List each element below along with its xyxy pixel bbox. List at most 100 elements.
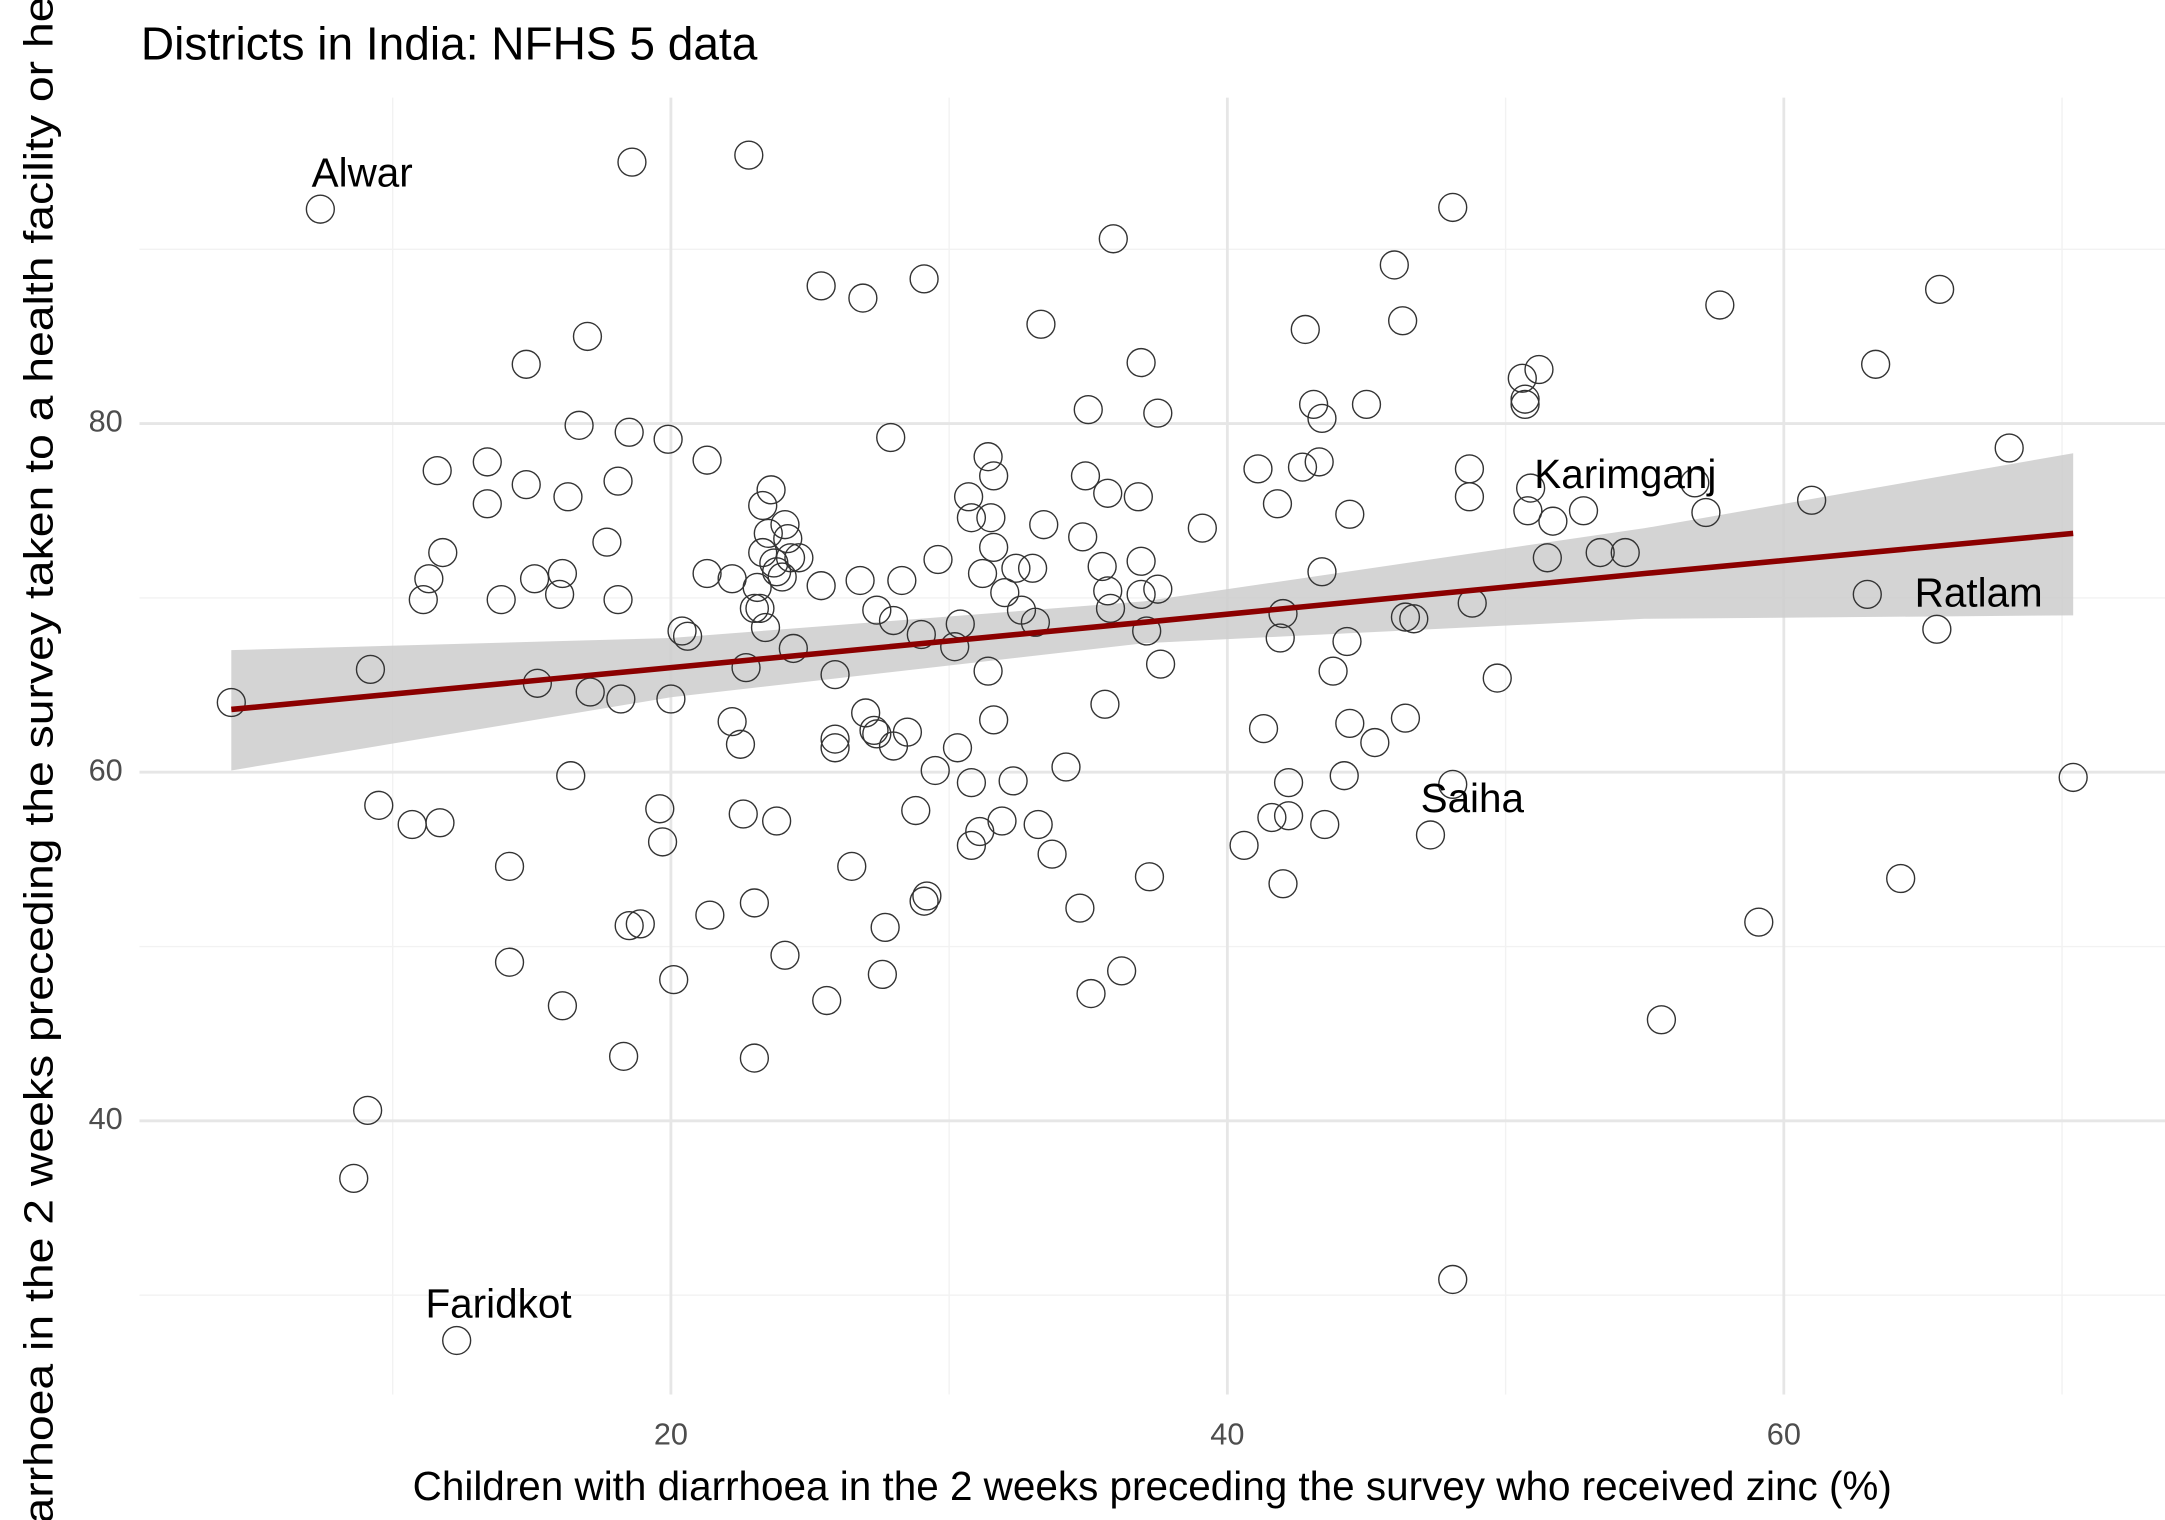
point	[1797, 485, 1827, 515]
point	[1145, 649, 1176, 679]
point	[1065, 893, 1095, 923]
point	[472, 447, 502, 477]
point	[519, 564, 550, 594]
point	[422, 456, 452, 486]
point	[998, 766, 1028, 796]
point	[1029, 510, 1059, 540]
point	[1098, 224, 1128, 254]
y-axis-title: arrhoea in the 2 weeks preceding the sur…	[16, 0, 62, 1520]
point	[1026, 309, 1056, 339]
point	[1087, 551, 1117, 582]
point	[739, 888, 770, 918]
point	[987, 806, 1017, 836]
x-axis-title: Children with diarrhoea in the 2 weeks p…	[413, 1463, 1892, 1509]
point	[614, 417, 644, 447]
point	[1691, 497, 1721, 528]
point	[942, 733, 973, 763]
x-tick-label: 40	[1210, 1416, 1244, 1451]
point	[976, 503, 1006, 533]
point	[645, 794, 675, 824]
point	[837, 851, 867, 881]
point	[494, 947, 525, 977]
point	[956, 830, 987, 861]
point	[339, 1163, 369, 1193]
point	[667, 616, 697, 646]
point	[1243, 454, 1273, 484]
point	[1126, 347, 1156, 378]
point	[753, 518, 783, 549]
point	[748, 537, 778, 568]
point	[1510, 389, 1540, 420]
point	[1273, 768, 1304, 798]
point	[305, 194, 335, 224]
point	[564, 410, 594, 440]
point	[990, 578, 1020, 608]
point	[1290, 314, 1320, 345]
point	[862, 719, 892, 749]
point	[547, 558, 578, 589]
point	[770, 940, 800, 970]
x-tick-label: 60	[1767, 1416, 1801, 1451]
point	[656, 684, 686, 714]
point-label: Saiha	[1421, 775, 1525, 821]
point	[672, 621, 703, 651]
point	[1360, 727, 1390, 758]
point	[1273, 801, 1304, 831]
point	[511, 349, 541, 379]
point	[1415, 820, 1446, 850]
point	[1229, 830, 1259, 861]
point	[608, 1041, 639, 1071]
points	[216, 140, 2088, 1356]
point	[876, 422, 906, 453]
point	[728, 799, 758, 829]
point	[408, 584, 438, 615]
point	[553, 482, 583, 512]
point	[486, 584, 516, 615]
point	[425, 808, 455, 838]
point	[603, 584, 633, 615]
point	[355, 654, 386, 684]
point	[1287, 452, 1318, 482]
point	[1248, 713, 1279, 744]
point	[1262, 489, 1293, 519]
point	[1532, 543, 1562, 573]
point	[695, 900, 725, 930]
point	[1510, 384, 1540, 414]
point	[784, 543, 814, 573]
point	[592, 527, 622, 557]
point	[734, 140, 764, 170]
point	[979, 705, 1009, 735]
point	[544, 579, 575, 610]
point	[1318, 656, 1348, 686]
point	[967, 558, 998, 589]
point	[472, 489, 502, 519]
point	[912, 881, 942, 911]
point	[1646, 1005, 1677, 1035]
point	[1513, 496, 1543, 526]
point-label: Alwar	[312, 149, 413, 195]
point	[572, 321, 603, 352]
point	[973, 442, 1003, 472]
point	[1994, 433, 2024, 463]
point	[1020, 607, 1051, 637]
point	[870, 912, 900, 942]
point	[812, 985, 842, 1016]
point	[1307, 557, 1337, 587]
point	[414, 564, 444, 594]
point-label: Faridkot	[425, 1281, 571, 1327]
point	[1268, 869, 1298, 899]
point	[2058, 762, 2088, 793]
point	[1438, 192, 1468, 223]
point	[1068, 522, 1098, 552]
point	[920, 755, 950, 786]
y-tick-label: 80	[89, 404, 123, 439]
point	[761, 806, 792, 836]
point	[1187, 513, 1217, 543]
point	[745, 593, 775, 623]
point	[364, 790, 394, 820]
point	[979, 532, 1009, 562]
point	[1924, 274, 1955, 304]
point	[1132, 616, 1162, 646]
point	[1886, 863, 1916, 894]
